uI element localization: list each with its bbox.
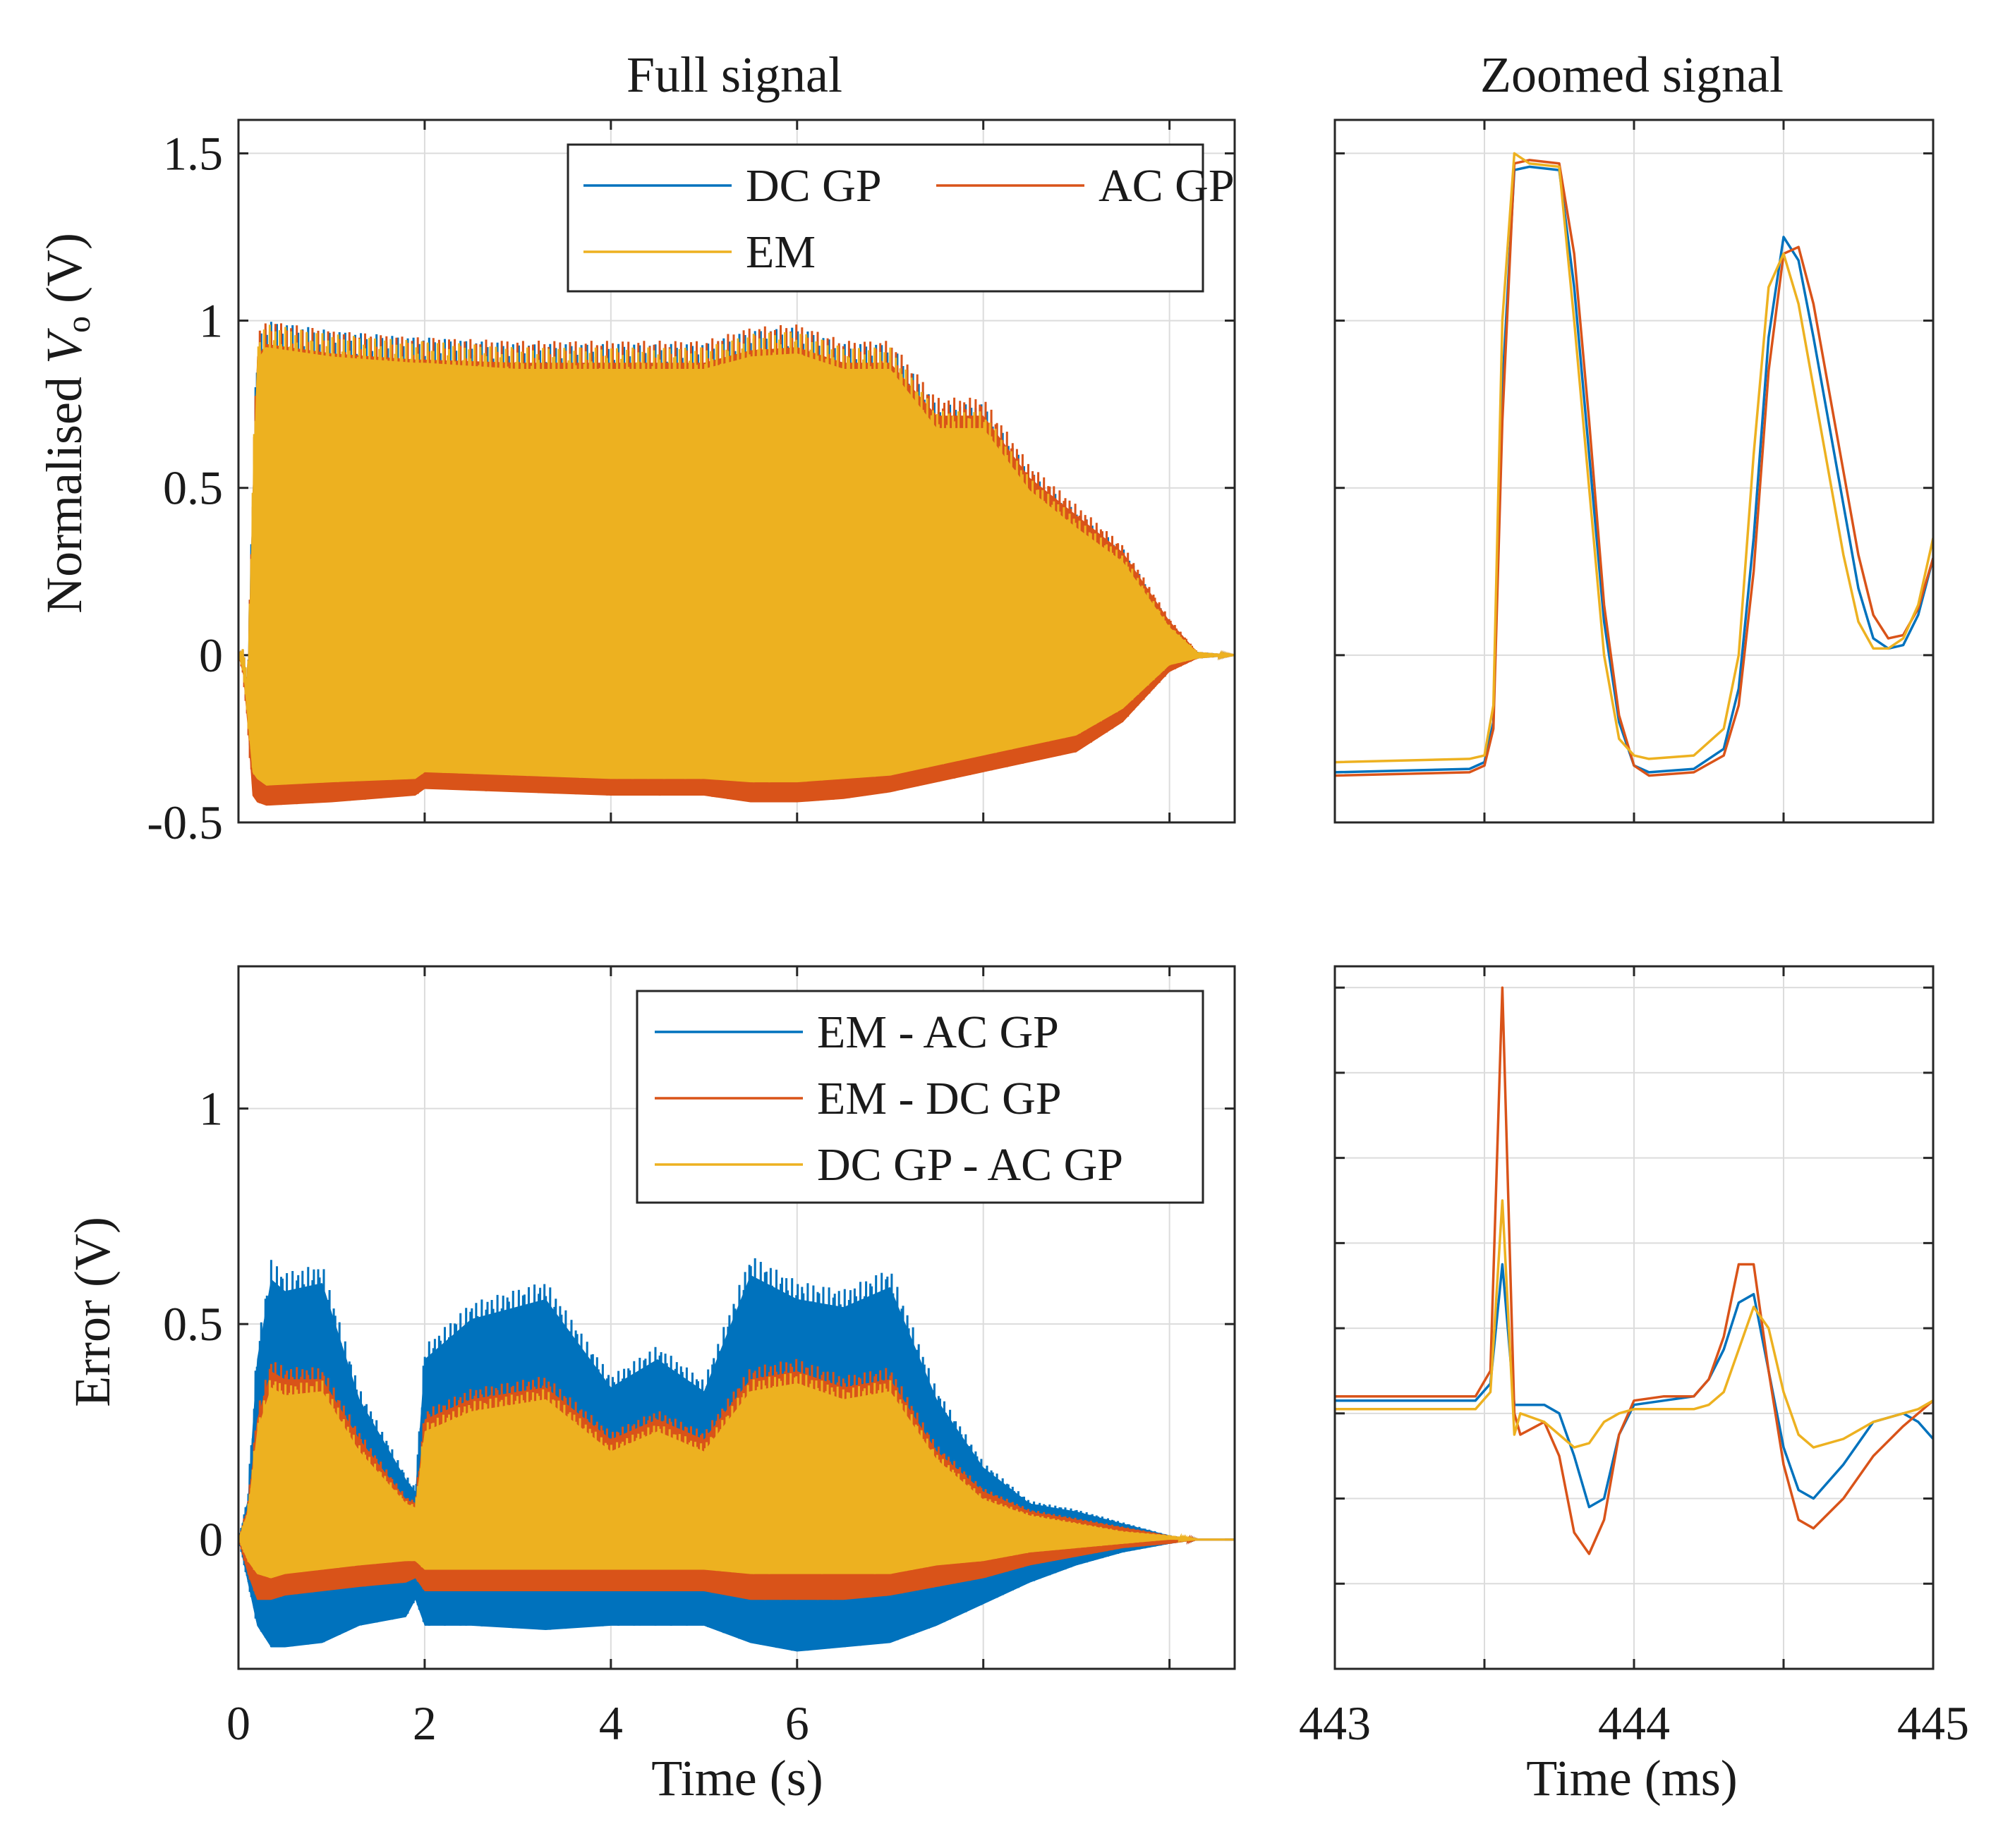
title-zoom: Zoomed signal: [1480, 47, 1784, 103]
series-ac-gp: [1335, 159, 1933, 777]
ytick-label: 1: [199, 1082, 223, 1136]
ytick-label: 0.5: [163, 1297, 223, 1351]
legend-label: AC GP: [1099, 160, 1235, 212]
ytick-label: -0.5: [147, 796, 223, 849]
xtick-label: 2: [413, 1696, 437, 1750]
axes-top-zoom: [1333, 118, 1935, 824]
legend-box: [636, 990, 1204, 1204]
plot-area: [1335, 986, 1933, 1555]
xtick-label: 0: [226, 1696, 250, 1750]
legend-box: [567, 143, 1204, 293]
xlabel-full: Time (s): [651, 1750, 823, 1806]
legend-label: DC GP - AC GP: [817, 1139, 1123, 1191]
axes-box: [1333, 965, 1935, 1670]
title-full: Full signal: [627, 47, 842, 103]
ylabel-bottom: Error (V): [64, 1217, 121, 1407]
legend-label: EM: [746, 226, 816, 278]
ylabel-top-var: V: [36, 328, 92, 364]
ylabel-top-prefix: Normalised: [36, 364, 92, 614]
axes-bottom-zoom: 443 444 445: [1299, 965, 1969, 1750]
axes-top-full: -0.5 0 0.5 1 1.5 DC GP AC GP EM: [147, 118, 1236, 849]
ylabel-top-sub: o: [60, 316, 97, 333]
series-envelope: [238, 1383, 1235, 1579]
ylabel-top: Normalised Vo (V): [36, 233, 97, 614]
axes-box: [237, 965, 1236, 1670]
legend-label: EM - DC GP: [817, 1073, 1062, 1124]
xtick-label: 6: [785, 1696, 809, 1750]
legend-label: DC GP: [746, 160, 882, 212]
plot-area: [238, 1258, 1235, 1652]
series-em-dc-gp: [1335, 986, 1933, 1555]
series-envelope: [238, 347, 1235, 786]
series-dc-gp-ac-gp: [1335, 1199, 1933, 1449]
axes-box: [237, 118, 1236, 824]
ytick-label: 1.5: [163, 126, 223, 180]
axes-bottom-full: 0 0.5 1 0 2 4 6 EM - AC GP EM - DC GP DC GP - AC …: [163, 965, 1236, 1750]
ytick-label: 1: [199, 294, 223, 348]
xlabel-zoom: Time (ms): [1526, 1750, 1737, 1806]
xtick-label: 444: [1598, 1696, 1670, 1750]
xtick-label: 443: [1299, 1696, 1371, 1750]
ytick-label: 0: [199, 1513, 223, 1567]
legend: EM - AC GP EM - DC GP DC GP - AC GP: [636, 990, 1204, 1204]
axes-box: [1333, 118, 1935, 824]
ytick-label: 0: [199, 628, 223, 682]
ytick-label: 0.5: [163, 461, 223, 515]
legend: DC GP AC GP EM: [567, 143, 1235, 293]
xtick-label: 4: [599, 1696, 623, 1750]
ylabel-top-suffix: (V): [36, 233, 92, 316]
legend-label: EM - AC GP: [817, 1007, 1059, 1058]
plot-area: [1335, 152, 1933, 777]
xtick-label: 445: [1897, 1696, 1969, 1750]
series-em: [1335, 152, 1933, 764]
plot-area: [238, 322, 1235, 806]
